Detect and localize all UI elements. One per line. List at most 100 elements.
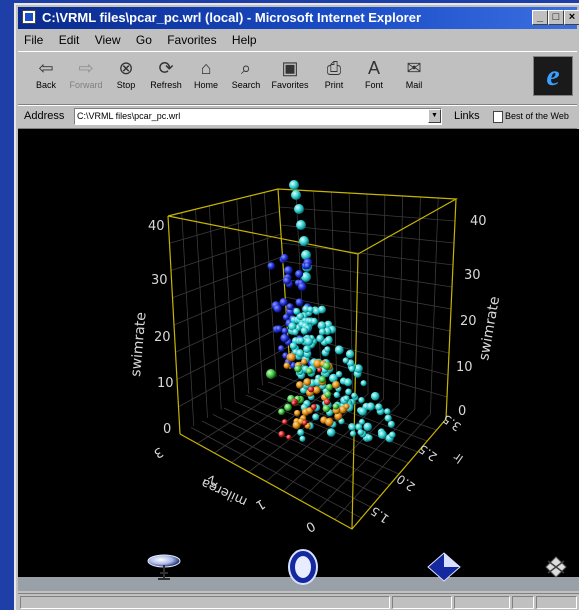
title-bar[interactable]: C:\VRML files\pcar_pc.wrl (local) - Micr… [18, 7, 579, 29]
data-point [289, 342, 298, 350]
font-button[interactable]: A Font [354, 56, 394, 100]
data-point [328, 373, 338, 383]
data-point [317, 321, 327, 330]
data-point [295, 269, 304, 279]
close-button[interactable]: × [564, 10, 579, 25]
right-tick-0: 0 [458, 404, 466, 419]
data-point [303, 345, 311, 353]
menu-favorites[interactable]: Favorites [167, 33, 217, 47]
data-point [322, 361, 331, 370]
favorites-button[interactable]: ▣ Favorites [271, 58, 309, 90]
grid-line [250, 195, 263, 386]
page-icon [493, 110, 503, 123]
menu-file[interactable]: File [24, 33, 44, 47]
grid-line [178, 346, 289, 408]
data-point [280, 253, 289, 262]
br-axis-label: lr [451, 450, 466, 466]
best-of-web-link[interactable]: Best of the Web [490, 108, 572, 124]
left-tick-0: 0 [163, 422, 171, 437]
ie-logo-icon: e [533, 56, 573, 96]
home-button[interactable]: ⌂ Home [186, 56, 226, 100]
data-point [384, 414, 392, 422]
right-tick-40: 40 [470, 214, 487, 229]
data-point [301, 250, 311, 260]
stop-button[interactable]: ⊗ Stop [106, 56, 146, 100]
grid-line [334, 413, 431, 520]
mail-button[interactable]: ✉ Mail [394, 56, 434, 100]
data-point [355, 423, 363, 431]
data-point [279, 298, 288, 307]
data-point [324, 336, 333, 345]
left-tick-30: 30 [151, 273, 168, 288]
print-button[interactable]: ⎙ Print [314, 56, 354, 100]
forward-button[interactable]: ⇨ Forward [66, 56, 106, 100]
left-axis-label: swimrate [128, 311, 150, 377]
grid-line [282, 398, 384, 492]
data-point [286, 434, 292, 440]
cosmo-logo-icon [545, 556, 567, 578]
data-point [343, 403, 350, 410]
grid-line [245, 394, 409, 464]
grid-line [414, 196, 421, 410]
menu-help[interactable]: Help [231, 33, 257, 47]
scatter-3d-scene[interactable]: 40 30 20 10 0 swimrate 40 30 20 10 0 swi… [18, 129, 579, 577]
data-point [287, 352, 296, 362]
data-point [322, 404, 331, 413]
slide-control-icon[interactable] [427, 552, 461, 582]
data-point [387, 420, 395, 428]
data-point [278, 430, 286, 438]
right-tick-30: 30 [464, 268, 481, 283]
data-point [273, 304, 282, 313]
refresh-button[interactable]: ⟳ Refresh [146, 56, 186, 100]
back-button[interactable]: ⇦ Back [26, 56, 66, 100]
data-point [335, 370, 343, 378]
grid-line [176, 323, 288, 380]
search-icon: ⌕ [240, 58, 252, 78]
links-label[interactable]: Links [454, 110, 480, 122]
menu-go[interactable]: Go [135, 33, 152, 47]
data-point [388, 431, 396, 439]
bl-axis-label: milerea [199, 475, 250, 509]
bounding-box [167, 188, 459, 530]
data-point [282, 313, 290, 321]
data-point [326, 428, 336, 437]
grid-line [173, 278, 285, 326]
data-point [296, 381, 304, 389]
data-point [278, 408, 285, 416]
data-point [360, 380, 367, 387]
data-point [375, 403, 383, 411]
data-point [358, 407, 367, 416]
minimize-button[interactable]: _ [532, 10, 548, 25]
data-point [294, 365, 302, 373]
maximize-button[interactable]: □ [548, 10, 564, 25]
address-label: Address [24, 110, 65, 122]
window-title: C:\VRML files\pcar_pc.wrl (local) - Micr… [42, 10, 421, 25]
bl-tick-3: 3 [151, 444, 166, 461]
data-points [266, 180, 396, 443]
data-point [293, 307, 301, 315]
left-tick-10: 10 [157, 376, 174, 391]
menu-bar: File Edit View Go Favorites Help [18, 31, 577, 49]
right-tick-20: 20 [460, 314, 477, 329]
data-point [342, 357, 349, 364]
app-icon[interactable] [22, 10, 36, 24]
search-button[interactable]: ⌕ Search [226, 56, 266, 100]
data-point [310, 317, 318, 325]
address-dropdown-button[interactable]: ▼ [428, 109, 441, 123]
browser-window: C:\VRML files\pcar_pc.wrl (local) - Micr… [14, 3, 579, 610]
walk-control-icon[interactable] [147, 554, 181, 580]
menu-edit[interactable]: Edit [58, 33, 80, 47]
data-point [349, 430, 357, 437]
examine-control-icon[interactable] [288, 549, 318, 585]
data-point [280, 333, 290, 343]
address-input[interactable]: C:\VRML files\pcar_pc.wrl [74, 108, 442, 125]
data-point [310, 403, 317, 411]
data-point [307, 386, 315, 393]
data-point [348, 365, 356, 373]
vrml-viewport[interactable]: 40 30 20 10 0 swimrate 40 30 20 10 0 swi… [18, 129, 579, 577]
left-tick-20: 20 [154, 330, 171, 345]
data-point [295, 349, 305, 358]
data-point [300, 327, 309, 335]
data-point [294, 204, 304, 214]
menu-view[interactable]: View [94, 33, 121, 47]
